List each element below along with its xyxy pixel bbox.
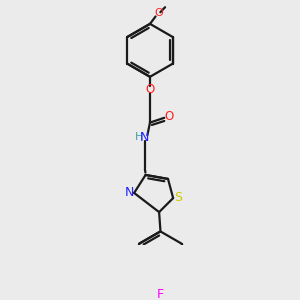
Text: N: N bbox=[125, 186, 134, 199]
Text: N: N bbox=[140, 131, 149, 144]
Text: O: O bbox=[146, 83, 154, 96]
Text: O: O bbox=[164, 110, 173, 123]
Text: F: F bbox=[157, 288, 164, 300]
Text: O: O bbox=[154, 8, 163, 18]
Text: S: S bbox=[174, 191, 182, 204]
Text: H: H bbox=[134, 132, 143, 142]
